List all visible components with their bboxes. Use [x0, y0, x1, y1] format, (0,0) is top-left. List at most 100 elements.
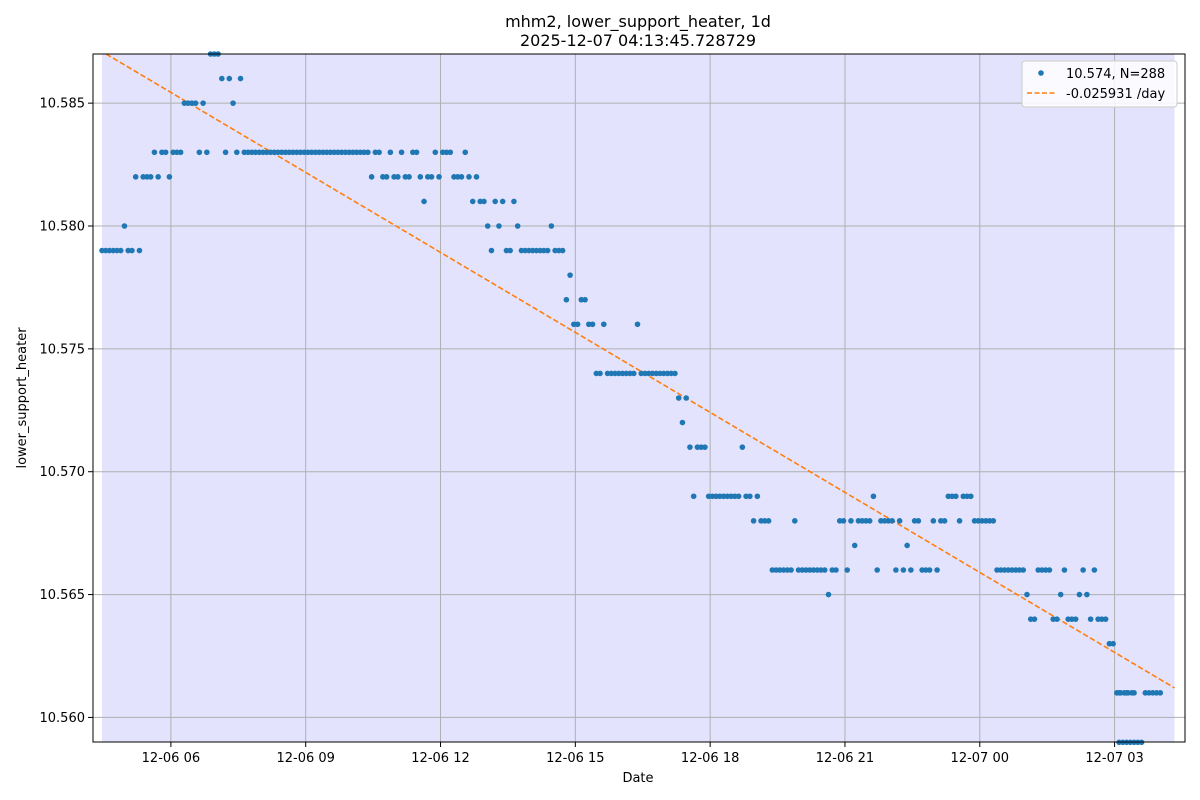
- data-point: [196, 149, 203, 156]
- data-point: [368, 174, 375, 180]
- data-point: [687, 444, 693, 450]
- data-point: [788, 567, 794, 573]
- data-point: [151, 149, 158, 156]
- legend-label-trend: -0.025931 /day: [1066, 87, 1165, 102]
- data-point: [492, 198, 498, 205]
- data-point: [747, 493, 753, 500]
- data-point: [507, 247, 513, 254]
- legend-box: [1021, 60, 1178, 108]
- data-point: [514, 223, 521, 229]
- data-point: [683, 395, 689, 401]
- data-point: [630, 370, 637, 377]
- legend-label-scatter: 10.574, N=288: [1066, 67, 1165, 82]
- x-tick-label: 12-07 00: [951, 751, 1009, 766]
- data-point: [563, 296, 570, 303]
- data-point: [848, 518, 854, 524]
- data-point: [462, 149, 469, 156]
- y-tick-label: 10.585: [40, 97, 86, 112]
- data-point: [896, 518, 903, 524]
- data-point: [870, 493, 877, 500]
- data-point: [1020, 567, 1027, 573]
- data-point: [941, 518, 948, 524]
- data-point: [900, 567, 907, 573]
- data-point: [200, 100, 206, 106]
- data-point: [844, 567, 851, 573]
- data-point: [675, 395, 682, 401]
- data-point: [866, 518, 873, 524]
- data-point: [953, 493, 959, 500]
- data-point: [413, 149, 420, 156]
- chart-title-line2: 2025-12-07 04:13:45.728729: [520, 31, 756, 50]
- data-point: [511, 198, 517, 205]
- data-point: [136, 247, 143, 254]
- data-point: [672, 370, 678, 377]
- data-point: [1076, 591, 1083, 598]
- data-point: [990, 518, 997, 524]
- data-point: [589, 321, 596, 328]
- data-point: [155, 174, 161, 180]
- data-point: [436, 174, 442, 180]
- data-point: [458, 174, 465, 180]
- data-point: [132, 174, 139, 180]
- data-point: [840, 518, 847, 524]
- data-point: [387, 149, 394, 156]
- data-point: [1061, 567, 1068, 573]
- data-point: [466, 174, 472, 180]
- data-point: [192, 100, 199, 106]
- data-point: [851, 542, 858, 549]
- data-point: [634, 321, 641, 328]
- data-point: [739, 444, 746, 450]
- data-point: [690, 493, 697, 500]
- data-point: [926, 567, 933, 573]
- x-tick-label: 12-06 06: [142, 751, 200, 766]
- x-tick-label: 12-07 03: [1085, 751, 1143, 766]
- data-point: [1024, 591, 1030, 598]
- data-point: [908, 567, 914, 573]
- data-point: [447, 149, 454, 156]
- data-point: [735, 493, 742, 500]
- data-point: [417, 174, 424, 180]
- data-point: [934, 567, 940, 573]
- data-point: [889, 518, 895, 524]
- data-point: [129, 247, 135, 254]
- legend-marker-scatter: [1038, 70, 1044, 76]
- data-point: [383, 174, 390, 180]
- data-point: [234, 149, 240, 156]
- data-point: [754, 493, 761, 500]
- data-point: [1116, 690, 1122, 696]
- y-tick-label: 10.575: [40, 342, 86, 357]
- data-point: [930, 518, 937, 524]
- data-point: [915, 518, 922, 524]
- data-point: [177, 149, 184, 156]
- shaded-span-layer: [101, 54, 1175, 742]
- data-point: [825, 591, 832, 598]
- data-point: [765, 518, 772, 524]
- y-tick-label: 10.565: [40, 588, 86, 603]
- data-point: [1110, 640, 1116, 647]
- data-point: [702, 444, 708, 450]
- data-point: [162, 149, 169, 156]
- y-axis-label: lower_support_heater: [15, 327, 30, 469]
- x-tick-label: 12-06 12: [411, 751, 469, 766]
- data-point: [548, 223, 555, 229]
- data-point: [1087, 616, 1094, 622]
- data-point: [237, 75, 244, 82]
- data-point: [484, 223, 491, 229]
- y-tick-label: 10.580: [40, 220, 86, 235]
- data-point: [481, 198, 487, 205]
- data-point: [117, 247, 124, 254]
- data-point: [1057, 591, 1064, 598]
- data-point: [473, 174, 480, 180]
- points-layer: [99, 51, 1164, 746]
- data-point: [597, 370, 603, 377]
- data-point: [428, 174, 435, 180]
- data-point: [1031, 616, 1038, 622]
- data-point: [1046, 567, 1053, 573]
- data-point: [1157, 690, 1164, 696]
- y-tick-label: 10.560: [40, 711, 86, 726]
- data-point: [488, 247, 495, 254]
- y-tick-label: 10.570: [40, 465, 86, 480]
- data-point: [166, 174, 173, 180]
- data-point: [956, 518, 963, 524]
